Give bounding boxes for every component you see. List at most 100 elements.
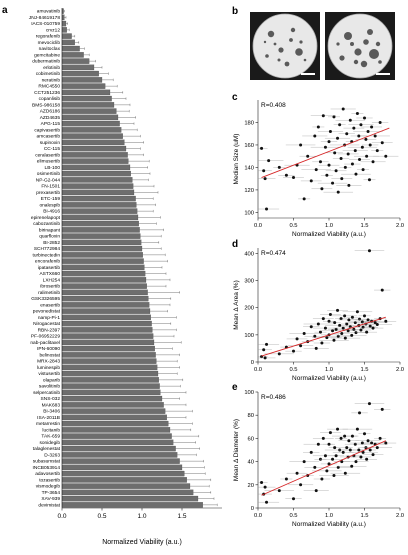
- panel-c-point-19: [323, 145, 327, 149]
- category-label-AZD6186: AZD6186: [40, 109, 61, 115]
- panel-e-point-42: [353, 442, 357, 446]
- category-label-cobimetinib: cobimetinib: [36, 71, 61, 77]
- panel-e-point-3: [265, 500, 269, 504]
- panel-c-x-axis-label: Normalized Viability (a.u.): [292, 231, 366, 238]
- bar-cobimetinib: [61, 70, 99, 77]
- bar-RBN-2397: [61, 327, 153, 333]
- panel-e-point-2: [263, 485, 267, 489]
- panel-c-point-26: [333, 151, 337, 155]
- panel-c-point-3: [265, 207, 269, 211]
- panel-e-point-45: [357, 448, 361, 452]
- panel-e-point-46: [358, 411, 362, 415]
- bar-LXH254: [61, 277, 147, 283]
- panel-d-point-52: [365, 330, 369, 334]
- panel-e-y-tick-label-100: 100: [244, 390, 254, 396]
- panel-d-point-35: [345, 322, 349, 326]
- bar-amcasertib: [61, 133, 123, 139]
- panel-e-point-21: [327, 462, 331, 466]
- panel-e-point-35: [345, 446, 349, 450]
- panel-c-point-18: [321, 114, 325, 118]
- panel-d-x-tick-label-1.0: 1.0: [325, 367, 333, 373]
- panel-label-c: c: [232, 92, 238, 103]
- panel-e-point-13: [314, 489, 318, 493]
- category-label-erlotinib: erlotinib: [43, 65, 60, 71]
- panel-c-point-59: [373, 134, 377, 138]
- panel-e-point-54: [367, 402, 371, 406]
- panel-e-y-tick-label-60: 60: [248, 436, 254, 442]
- category-label-RMC4550: RMC4550: [38, 84, 60, 90]
- panel-c-point-16: [318, 160, 322, 164]
- panel-c-x-tick-label-2.0: 2.0: [396, 223, 404, 229]
- panel-b-micrographs: [250, 12, 395, 80]
- panel-d-point-16: [320, 341, 324, 345]
- x-tick-label-0.5: 0.5: [97, 513, 106, 520]
- bar-epirenelapopt: [61, 214, 139, 221]
- panel-d-point-28: [336, 334, 340, 338]
- panel-c-y-tick-label-180: 180: [244, 120, 254, 126]
- bar-TP-3654: [61, 489, 194, 496]
- category-label-cabozantinib: cabozantinib: [33, 221, 60, 227]
- bar-tozasertib: [61, 477, 187, 483]
- panel-c-point-60: [375, 149, 379, 153]
- category-label-regorafenib: regorafenib: [36, 34, 61, 40]
- category-label-encorafenib: encorafenib: [35, 259, 60, 265]
- panel-c-point-39: [348, 118, 352, 122]
- category-label-APG-115: APG-115: [41, 121, 61, 127]
- category-label-quarfloxin: quarfloxin: [39, 234, 60, 240]
- panel-e-point-37: [347, 439, 351, 443]
- panel-d-y-tick-label-300: 300: [244, 279, 254, 285]
- bar-D-3263: [61, 452, 178, 458]
- bar-INCB053914: [61, 464, 183, 471]
- panel-d-point-15: [318, 330, 322, 334]
- panel-c-point-54: [366, 129, 370, 133]
- panel-e-x-tick-label-2.0: 2.0: [396, 513, 404, 519]
- bar-nab-paclitaxel: [61, 339, 155, 346]
- spheroid-left-3: [295, 48, 303, 56]
- panel-d-point-14: [316, 322, 320, 326]
- panel-c-point-30: [338, 123, 342, 127]
- bar-FN-1501: [61, 183, 134, 189]
- bar-MAK683: [61, 402, 164, 408]
- panel-d-point-38: [348, 325, 352, 329]
- bar-PF-06952229: [61, 333, 154, 339]
- panel-c-point-42: [352, 126, 356, 130]
- bar-mevociclib: [61, 39, 75, 46]
- category-label-BI-2852: BI-2852: [43, 240, 60, 246]
- panel-c-x-tick-label-1.0: 1.0: [325, 223, 333, 229]
- bar-supinoxin: [61, 139, 125, 146]
- panel-d-point-36: [346, 329, 350, 333]
- panel-e-point-27: [336, 427, 340, 431]
- bar-BI-3406: [61, 408, 166, 414]
- bar-APG-115: [61, 120, 120, 127]
- panel-d-point-34: [343, 336, 347, 340]
- category-label-CC-115: CC-115: [44, 146, 61, 152]
- panel-e-y-tick-label-40: 40: [248, 460, 254, 466]
- panel-e-fit-line: [261, 440, 386, 496]
- panel-e-point-7: [295, 471, 299, 475]
- category-label-INCB053914: INCB053914: [33, 465, 61, 471]
- category-label-vismodegib: vismodegib: [36, 484, 61, 490]
- bar-Nirogacestat: [61, 320, 152, 327]
- bar-sonidegib: [61, 439, 174, 446]
- panel-d-point-40: [350, 315, 354, 319]
- category-label-copanlisib: copanlisib: [39, 96, 61, 102]
- category-label-nab-paclitaxel: nab-paclitaxel: [30, 340, 60, 346]
- panel-e-point-47: [359, 455, 363, 459]
- panel-c-point-57: [370, 125, 374, 129]
- panel-c-r-annotation: R=0.408: [261, 102, 286, 109]
- spheroid-left-5: [284, 61, 290, 67]
- panel-e-point-5: [284, 477, 288, 481]
- bar-dubermatinib: [61, 58, 90, 64]
- spheroid-left-7: [273, 42, 277, 46]
- panel-c-point-51: [363, 116, 366, 120]
- category-label-gemcitabine: gemcitabine: [34, 52, 60, 58]
- panel-d-point-53: [366, 318, 370, 322]
- panel-c-point-32: [340, 177, 344, 181]
- category-label-navitoclax: navitoclax: [39, 46, 61, 52]
- category-label-metarrestin: metarrestin: [36, 421, 60, 427]
- spheroids-left: [263, 27, 307, 67]
- panel-c-point-31: [339, 156, 343, 160]
- panel-e-point-59: [375, 446, 379, 450]
- category-label-D-3263: D-3263: [44, 452, 60, 458]
